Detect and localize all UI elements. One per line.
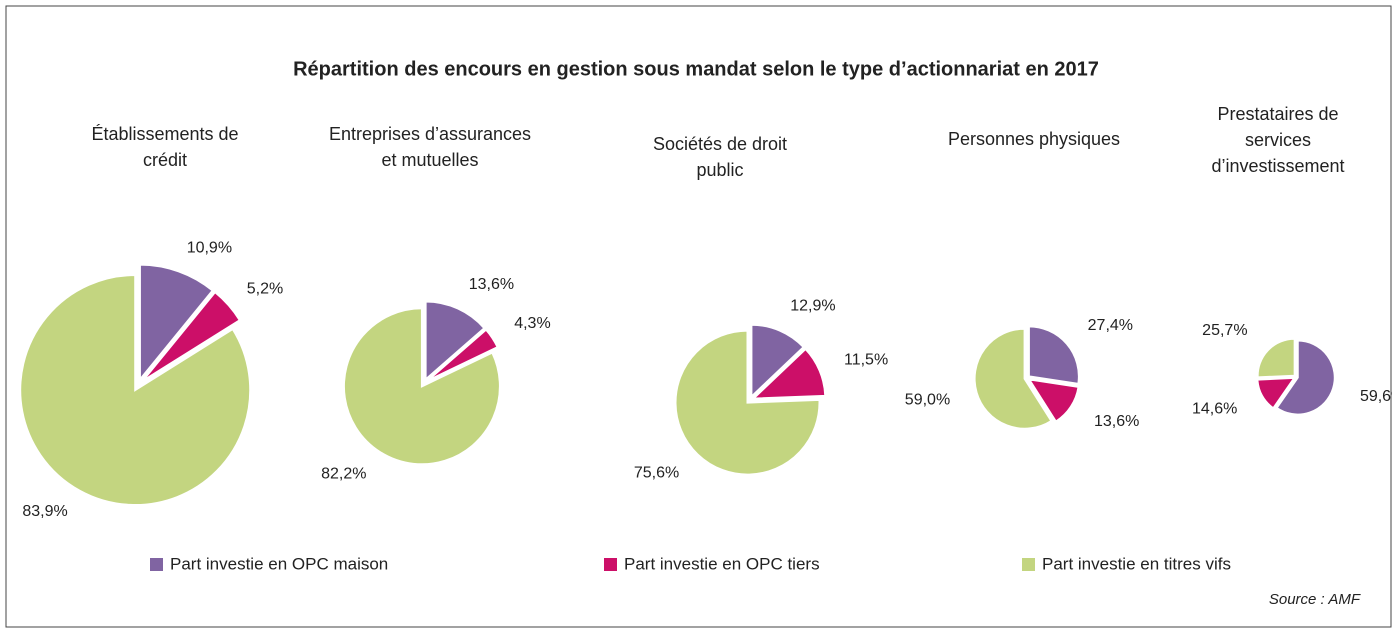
data-label: 11,5% [844,352,888,369]
pie-slice [1027,325,1080,386]
data-label: 59,0% [905,392,950,409]
pie-title: Entreprises d’assurances [329,124,531,144]
pie-title: public [696,160,743,180]
pie-slice [138,263,215,383]
pie-title: services [1245,130,1311,150]
pie-title: Établissements de [91,124,238,144]
data-label: 75,6% [634,465,679,482]
pie-slice [750,347,827,400]
frame [5,5,1392,628]
legend-swatch [1022,558,1035,571]
pie-title: crédit [143,150,187,170]
data-label: 27,4% [1088,317,1133,334]
pie-slice [19,274,252,506]
data-label: 83,9% [22,503,67,520]
data-label: 14,6% [1192,401,1237,418]
pie-title: d’investissement [1211,156,1344,176]
data-label: 10,9% [187,240,232,257]
legend-label: Part investie en titres vifs [1042,554,1231,573]
data-label: 59,6% [1360,388,1392,405]
pie-title: Personnes physiques [948,129,1120,149]
pie-slice [750,323,806,400]
pie-slice [342,307,501,466]
pie-title: Prestataires de [1217,104,1338,124]
legend-swatch [150,558,163,571]
legend-swatch [604,558,617,571]
data-label: 12,9% [790,297,835,314]
pie-slice [141,290,242,383]
pie-slice [1256,337,1296,379]
data-label: 5,2% [247,280,283,297]
data-label: 82,2% [321,466,366,483]
pie-title: et mutuelles [381,150,478,170]
pie-title: Sociétés de droit [653,134,787,154]
data-label: 4,3% [514,315,550,332]
source: Source : AMF [1269,591,1361,608]
pie-slice [1027,378,1080,423]
data-label: 13,6% [469,276,514,293]
pie-slice [973,327,1053,430]
legend-label: Part investie en OPC maison [170,554,388,573]
pie-slice [1275,339,1336,416]
pie-slice [426,328,499,382]
data-label: 25,7% [1202,322,1247,339]
data-label: 13,6% [1094,413,1139,430]
pie-slice [424,300,486,382]
pie-slice [674,329,821,476]
chart-title: Répartition des encours en gestion sous … [293,58,1099,80]
pie-slice [1256,376,1297,410]
legend-label: Part investie en OPC tiers [624,554,820,573]
